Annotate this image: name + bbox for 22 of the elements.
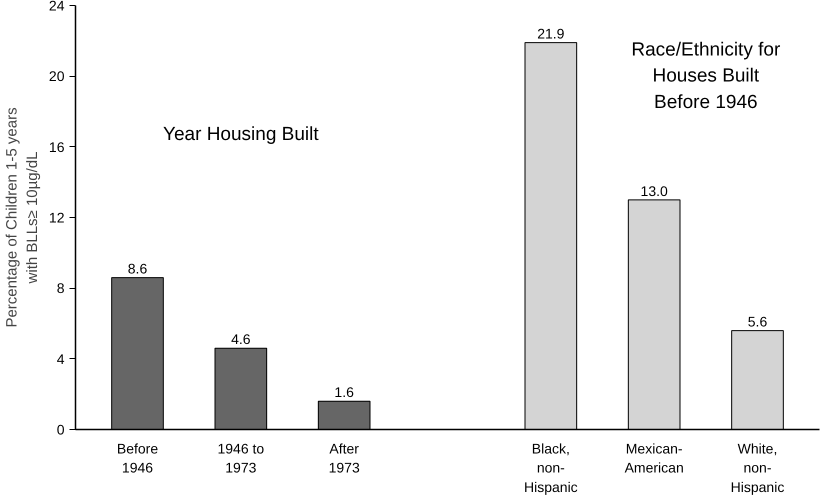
- data-label: 21.9: [537, 26, 565, 42]
- x-tick-label: Black, non-Hispanic: [524, 440, 578, 495]
- y-tick-label: 0: [56, 422, 65, 438]
- y-tick-label: 24: [48, 0, 65, 14]
- x-tick-label: After 1973: [328, 440, 360, 476]
- x-tick-label: White, non-Hispanic: [730, 440, 784, 495]
- x-tick-label: 1946 to 1973: [217, 440, 264, 476]
- data-label: 13.0: [640, 182, 668, 199]
- y-axis-title: Percentage of Children 1-5 years with BLLs≥ 10µg/dL: [4, 107, 41, 328]
- x-tick-label: Before 1946: [116, 440, 158, 476]
- annotation: Race/Ethnicity for Houses Built Before 1946: [631, 39, 781, 113]
- x-tick-label: Mexican-American: [624, 440, 684, 476]
- data-label: 1.6: [334, 384, 354, 400]
- y-tick-label: 12: [48, 210, 65, 226]
- y-tick-label: 4: [56, 350, 65, 367]
- data-label: 8.6: [128, 260, 148, 277]
- data-label: 5.6: [748, 314, 768, 330]
- annotation: Year Housing Built: [163, 124, 320, 146]
- y-tick-label: 8: [56, 280, 65, 296]
- data-label: 4.6: [231, 331, 251, 348]
- y-tick-label: 16: [48, 138, 65, 155]
- y-tick-label: 20: [48, 68, 65, 84]
